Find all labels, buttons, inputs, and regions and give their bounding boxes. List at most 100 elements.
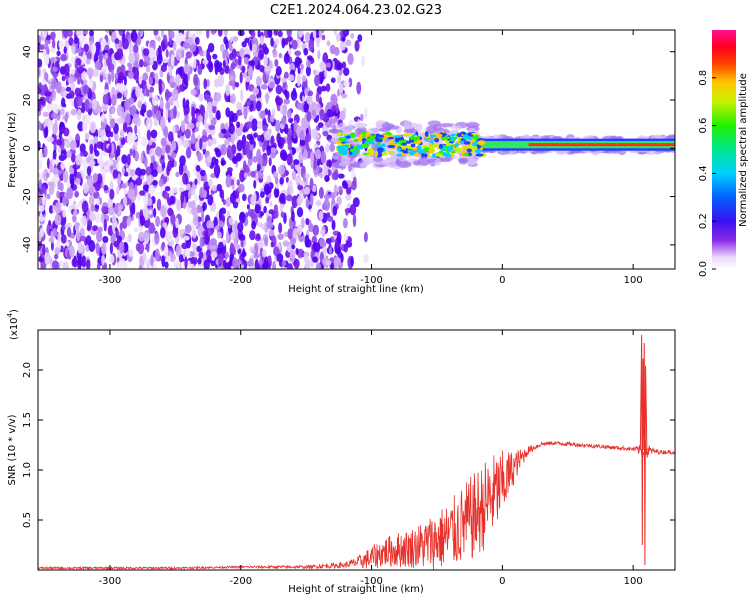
signal-blob: [408, 136, 416, 140]
noise-blob: [343, 80, 350, 87]
noise-blob: [218, 208, 223, 221]
signal-halo: [439, 157, 450, 163]
noise-blob: [153, 30, 159, 36]
noise-blob: [234, 81, 240, 88]
signal-blob: [466, 148, 472, 153]
noise-blob: [69, 90, 75, 99]
noise-blob: [194, 257, 198, 265]
noise-blob: [164, 261, 169, 269]
noise-blob: [263, 205, 267, 214]
noise-blob: [138, 231, 145, 242]
noise-blob: [342, 181, 349, 189]
signal-core-peak: [528, 143, 675, 147]
noise-blob: [256, 120, 263, 130]
noise-blob: [66, 135, 74, 142]
noise-blob: [109, 242, 114, 255]
noise-blob: [336, 76, 341, 84]
noise-blob: [139, 168, 146, 176]
noise-blob: [62, 90, 67, 97]
noise-blob: [191, 242, 196, 250]
noise-blob: [220, 159, 227, 166]
noise-blob: [264, 236, 269, 247]
noise-blob: [72, 210, 78, 217]
noise-blob: [299, 180, 305, 186]
noise-blob: [229, 36, 234, 43]
noise-blob: [212, 53, 218, 60]
noise-blob: [45, 73, 49, 83]
noise-blob: [255, 75, 263, 87]
noise-blob: [89, 212, 97, 222]
noise-blob: [74, 72, 82, 79]
noise-blob: [94, 60, 102, 71]
noise-blob: [52, 149, 57, 161]
noise-blob: [335, 33, 341, 43]
signal-blob: [462, 153, 470, 156]
noise-blob: [88, 240, 96, 253]
noise-blob: [255, 233, 261, 240]
noise-blob: [62, 261, 69, 269]
noise-blob: [333, 256, 341, 266]
noise-blob: [314, 30, 320, 38]
noise-blob: [70, 56, 76, 64]
noise-blob: [164, 186, 171, 192]
noise-blob: [119, 258, 126, 265]
noise-blob: [241, 256, 245, 266]
noise-blob: [111, 94, 117, 107]
noise-blob: [237, 55, 242, 66]
noise-blob: [316, 158, 321, 167]
noise-blob: [254, 258, 259, 269]
noise-blob: [54, 247, 60, 256]
noise-blob: [128, 248, 134, 258]
noise-blob: [286, 133, 291, 145]
noise-blob: [114, 73, 118, 80]
signal-blob: [462, 145, 468, 151]
noise-blob: [127, 71, 134, 80]
noise-blob: [357, 34, 363, 43]
noise-blob: [116, 48, 124, 60]
noise-blob: [276, 97, 283, 106]
noise-blob: [38, 205, 45, 212]
noise-blob: [39, 96, 46, 106]
noise-blob: [255, 172, 259, 184]
noise-blob: [51, 159, 57, 165]
noise-blob: [248, 60, 256, 67]
noise-blob: [339, 110, 346, 121]
signal-blob: [450, 152, 455, 158]
noise-blob: [161, 40, 166, 52]
noise-blob: [258, 48, 264, 59]
signal-blob: [428, 149, 435, 154]
noise-blob: [279, 177, 284, 185]
noise-blob: [152, 160, 157, 169]
noise-blob: [38, 67, 41, 77]
noise-blob: [176, 259, 181, 269]
noise-blob: [233, 220, 239, 234]
noise-blob: [50, 78, 58, 88]
noise-blob: [173, 160, 177, 168]
noise-blob: [260, 134, 265, 143]
noise-blob: [293, 120, 298, 133]
signal-blob: [435, 133, 443, 138]
noise-blob: [329, 143, 336, 153]
noise-blob: [151, 169, 158, 178]
noise-blob: [202, 59, 209, 65]
noise-blob: [211, 184, 217, 192]
noise-blob: [140, 152, 144, 163]
noise-blob: [83, 43, 90, 53]
noise-blob: [150, 57, 154, 66]
noise-blob: [261, 262, 269, 269]
noise-blob: [227, 167, 233, 173]
noise-blob: [164, 126, 169, 139]
signal-blob: [424, 131, 429, 138]
noise-blob: [73, 36, 79, 45]
noise-blob: [177, 137, 182, 147]
noise-blob: [119, 241, 125, 254]
noise-blob: [89, 143, 94, 155]
noise-blob: [161, 241, 166, 251]
noise-blob: [104, 164, 111, 172]
noise-blob: [66, 150, 72, 159]
noise-blob: [246, 260, 252, 267]
noise-blob: [228, 110, 235, 122]
noise-blob: [236, 121, 241, 128]
noise-blob: [239, 71, 243, 84]
noise-blob: [91, 42, 97, 55]
